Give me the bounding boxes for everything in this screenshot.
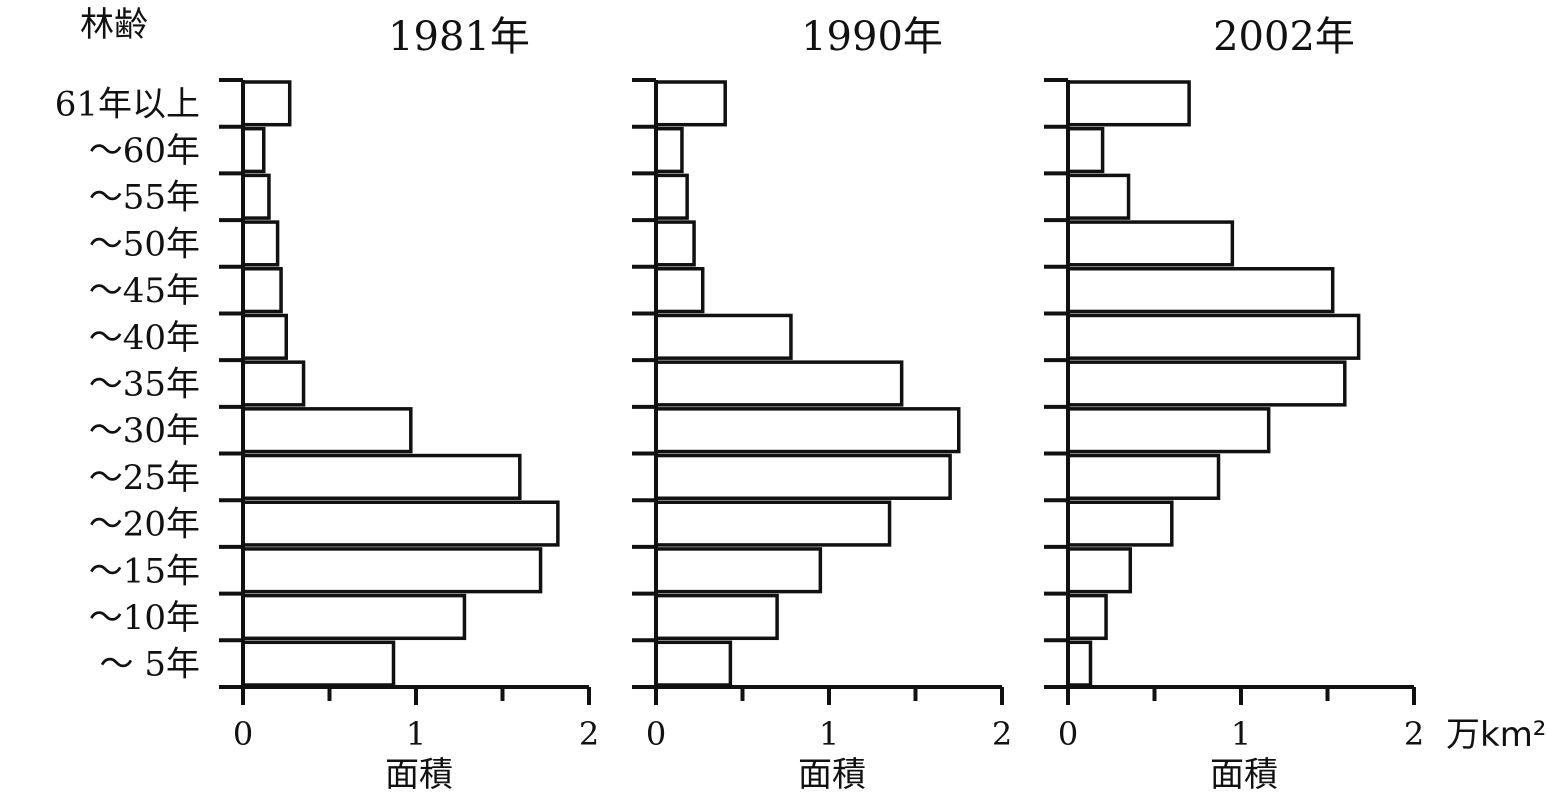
x-tick-label: 2 — [992, 715, 1012, 753]
unit-label: 万km² — [1446, 715, 1546, 755]
bar — [241, 267, 283, 314]
panel-3: 2002年 0 1 2 面積 — [1044, 14, 1424, 795]
panel-1: 1981年 0 1 2 面積 — [219, 14, 599, 795]
bar — [654, 360, 904, 407]
bar — [1066, 173, 1131, 220]
category-label: ～20年 — [89, 505, 200, 545]
panel-2: 1990年 0 1 2 面積 — [632, 14, 1012, 795]
x-tick-label: 2 — [579, 715, 599, 753]
bar — [1066, 313, 1361, 360]
x-tick-label: 0 — [1058, 715, 1078, 753]
bar — [654, 220, 696, 267]
bar — [241, 593, 467, 641]
bar — [241, 407, 413, 454]
bar — [654, 80, 727, 127]
bar — [654, 547, 823, 594]
x-tick-label: 2 — [1404, 715, 1424, 753]
panel-title: 2002年 — [1213, 14, 1355, 60]
chart-panels: 61年以上 ～60年 ～55年 ～50年 ～45年 ～40年 ～35年 ～30年 ～25年 ～20… — [55, 14, 1424, 795]
bar — [654, 173, 689, 220]
category-label: 61年以上 — [55, 84, 200, 124]
x-tick-label: 1 — [1231, 715, 1251, 753]
y-axis-title: 林齢 — [80, 5, 148, 45]
bar — [1066, 500, 1174, 547]
bar — [654, 313, 793, 360]
category-label: ～ 5年 — [100, 645, 200, 685]
bar — [241, 500, 560, 547]
bar — [1066, 593, 1108, 641]
category-label: ～50年 — [89, 224, 200, 264]
bar — [654, 126, 684, 174]
category-label: ～45年 — [89, 271, 200, 311]
category-label: ～30年 — [89, 411, 200, 451]
bar — [654, 593, 779, 641]
category-label: ～10年 — [89, 598, 200, 638]
x-tick-label: 1 — [819, 715, 839, 753]
category-label: ～55年 — [89, 178, 200, 218]
bar — [1066, 267, 1335, 314]
bar — [1066, 80, 1191, 127]
bar — [1066, 407, 1271, 454]
bar — [241, 453, 522, 500]
x-tick-label: 1 — [406, 715, 426, 753]
bar — [241, 640, 396, 687]
bar — [241, 360, 306, 407]
category-label: ～40年 — [89, 318, 200, 358]
category-label: ～15年 — [89, 551, 200, 591]
bar — [241, 547, 543, 594]
bar — [241, 80, 292, 127]
bar — [654, 640, 733, 687]
bar — [654, 500, 892, 547]
category-label: ～60年 — [89, 131, 200, 171]
bar — [654, 407, 961, 454]
x-axis-label: 面積 — [1210, 755, 1278, 795]
bar — [1066, 126, 1105, 174]
bar — [654, 453, 952, 500]
bar — [1066, 640, 1093, 687]
x-axis-label: 面積 — [798, 755, 866, 795]
bar — [1066, 360, 1347, 407]
bar — [241, 173, 271, 220]
bar — [654, 267, 705, 314]
bar — [1066, 453, 1221, 500]
category-label: ～35年 — [89, 365, 200, 405]
bar — [241, 126, 266, 174]
panel-title: 1981年 — [388, 14, 530, 60]
x-tick-label: 0 — [233, 715, 253, 753]
bar — [1066, 547, 1133, 594]
panel-title: 1990年 — [801, 14, 943, 60]
bar — [1066, 220, 1235, 267]
x-tick-label: 0 — [646, 715, 666, 753]
bar — [241, 220, 280, 267]
x-axis-label: 面積 — [385, 755, 453, 795]
bar — [241, 313, 288, 360]
category-label: ～25年 — [89, 458, 200, 498]
